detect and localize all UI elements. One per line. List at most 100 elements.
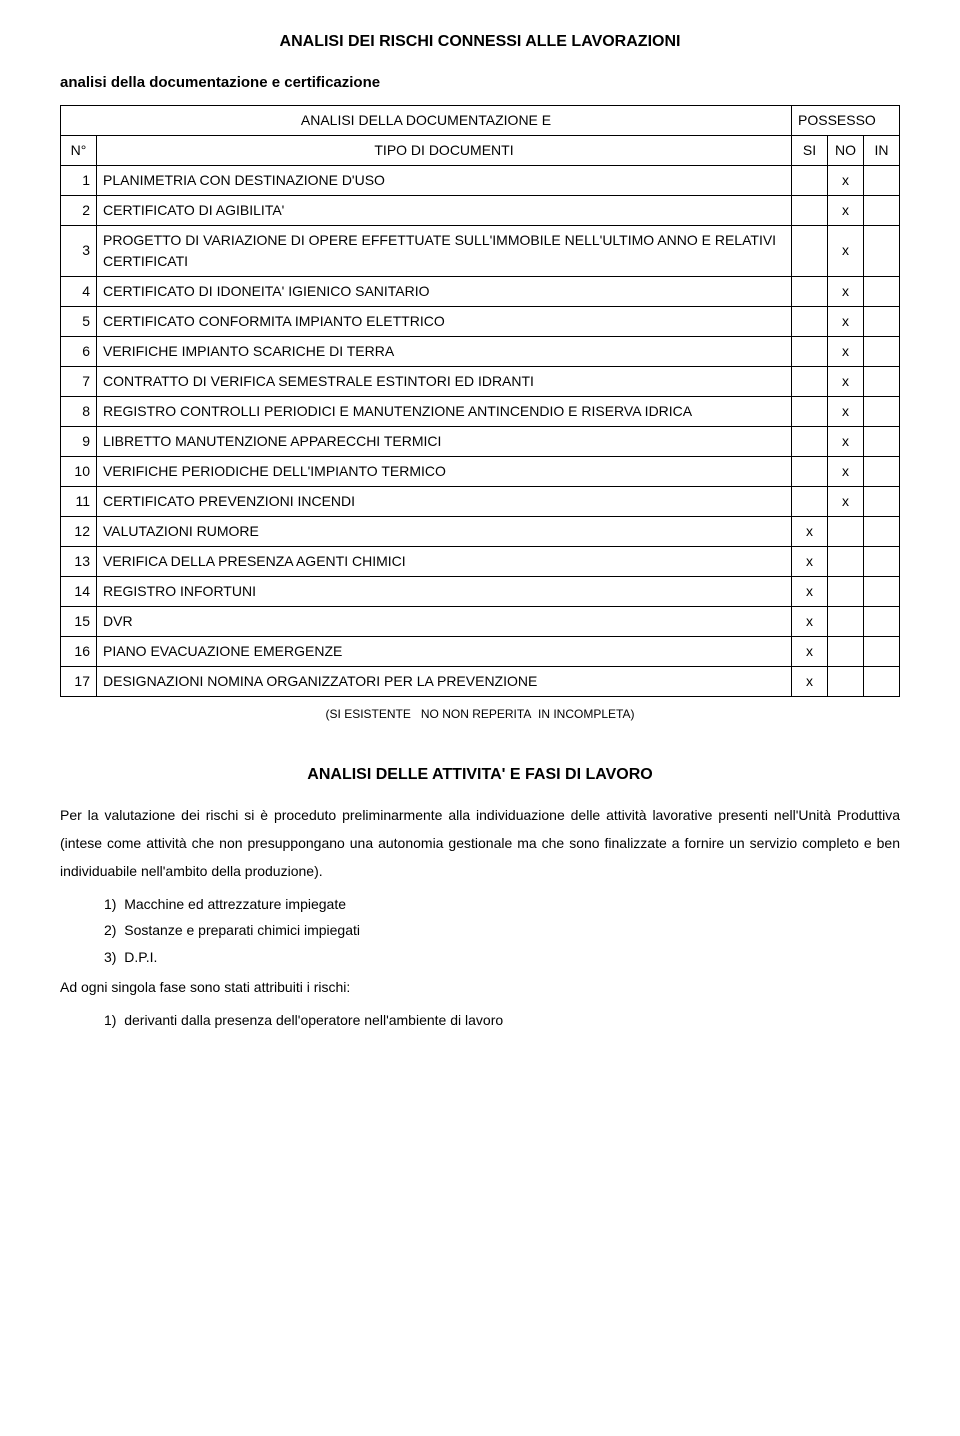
row-no <box>828 666 864 696</box>
header-si: SI <box>792 135 828 165</box>
row-number: 14 <box>61 576 97 606</box>
row-in <box>864 486 900 516</box>
row-number: 15 <box>61 606 97 636</box>
row-in <box>864 606 900 636</box>
row-description: LIBRETTO MANUTENZIONE APPARECCHI TERMICI <box>97 426 792 456</box>
header-analisi: ANALISI DELLA DOCUMENTAZIONE E <box>61 105 792 135</box>
row-in <box>864 165 900 195</box>
table-row: 15DVRx <box>61 606 900 636</box>
table-row: 5CERTIFICATO CONFORMITA IMPIANTO ELETTRI… <box>61 306 900 336</box>
row-si <box>792 306 828 336</box>
main-title: ANALISI DEI RISCHI CONNESSI ALLE LAVORAZ… <box>60 30 900 54</box>
row-in <box>864 225 900 276</box>
legend: (SI ESISTENTE NO NON REPERITA IN INCOMPL… <box>60 705 900 723</box>
row-in <box>864 426 900 456</box>
row-in <box>864 546 900 576</box>
row-no: x <box>828 486 864 516</box>
row-number: 8 <box>61 396 97 426</box>
row-in <box>864 366 900 396</box>
row-number: 13 <box>61 546 97 576</box>
header-no: NO <box>828 135 864 165</box>
row-description: CERTIFICATO CONFORMITA IMPIANTO ELETTRIC… <box>97 306 792 336</box>
row-description: VERIFICA DELLA PRESENZA AGENTI CHIMICI <box>97 546 792 576</box>
row-number: 7 <box>61 366 97 396</box>
header-possesso: POSSESSO <box>792 105 900 135</box>
row-si <box>792 225 828 276</box>
table-row: 1PLANIMETRIA CON DESTINAZIONE D'USOx <box>61 165 900 195</box>
table-row: 10VERIFICHE PERIODICHE DELL'IMPIANTO TER… <box>61 456 900 486</box>
table-row: 9LIBRETTO MANUTENZIONE APPARECCHI TERMIC… <box>61 426 900 456</box>
section-title: ANALISI DELLE ATTIVITA' E FASI DI LAVORO <box>60 763 900 787</box>
line-after-list: Ad ogni singola fase sono stati attribui… <box>60 974 900 1001</box>
row-number: 1 <box>61 165 97 195</box>
row-in <box>864 195 900 225</box>
row-in <box>864 306 900 336</box>
row-description: VERIFICHE IMPIANTO SCARICHE DI TERRA <box>97 336 792 366</box>
row-in <box>864 396 900 426</box>
table-row: 6VERIFICHE IMPIANTO SCARICHE DI TERRA x <box>61 336 900 366</box>
header-n: N° <box>61 135 97 165</box>
paragraph: Per la valutazione dei rischi si è proce… <box>60 801 900 885</box>
row-no: x <box>828 426 864 456</box>
row-si: x <box>792 666 828 696</box>
row-no: x <box>828 456 864 486</box>
row-no: x <box>828 195 864 225</box>
row-number: 17 <box>61 666 97 696</box>
row-in <box>864 666 900 696</box>
numbered-list-1: 1) Macchine ed attrezzature impiegate2) … <box>60 891 900 971</box>
row-si <box>792 165 828 195</box>
table-row: 2CERTIFICATO DI AGIBILITA'x <box>61 195 900 225</box>
row-in <box>864 336 900 366</box>
row-description: PLANIMETRIA CON DESTINAZIONE D'USO <box>97 165 792 195</box>
row-description: DVR <box>97 606 792 636</box>
row-no: x <box>828 396 864 426</box>
table-row: 12VALUTAZIONI RUMOREx <box>61 516 900 546</box>
table-row: 4CERTIFICATO DI IDONEITA' IGIENICO SANIT… <box>61 276 900 306</box>
row-description: CERTIFICATO DI IDONEITA' IGIENICO SANITA… <box>97 276 792 306</box>
row-si: x <box>792 576 828 606</box>
row-number: 6 <box>61 336 97 366</box>
row-description: DESIGNAZIONI NOMINA ORGANIZZATORI PER LA… <box>97 666 792 696</box>
row-number: 12 <box>61 516 97 546</box>
row-number: 11 <box>61 486 97 516</box>
row-si <box>792 396 828 426</box>
row-no: x <box>828 276 864 306</box>
row-description: REGISTRO CONTROLLI PERIODICI E MANUTENZI… <box>97 396 792 426</box>
row-no <box>828 546 864 576</box>
row-no: x <box>828 306 864 336</box>
row-description: CONTRATTO DI VERIFICA SEMESTRALE ESTINTO… <box>97 366 792 396</box>
row-in <box>864 456 900 486</box>
row-si <box>792 336 828 366</box>
list-item: 3) D.P.I. <box>104 944 900 971</box>
row-no <box>828 606 864 636</box>
table-row: 7CONTRATTO DI VERIFICA SEMESTRALE ESTINT… <box>61 366 900 396</box>
table-row: 11CERTIFICATO PREVENZIONI INCENDI x <box>61 486 900 516</box>
table-row: 16PIANO EVACUAZIONE EMERGENZEx <box>61 636 900 666</box>
row-in <box>864 636 900 666</box>
header-tipo: TIPO DI DOCUMENTI <box>97 135 792 165</box>
row-number: 10 <box>61 456 97 486</box>
row-number: 9 <box>61 426 97 456</box>
row-number: 16 <box>61 636 97 666</box>
row-no <box>828 636 864 666</box>
row-si <box>792 195 828 225</box>
row-number: 2 <box>61 195 97 225</box>
row-description: CERTIFICATO PREVENZIONI INCENDI <box>97 486 792 516</box>
document-table: ANALISI DELLA DOCUMENTAZIONE E POSSESSO … <box>60 105 900 697</box>
row-description: REGISTRO INFORTUNI <box>97 576 792 606</box>
row-description: VALUTAZIONI RUMORE <box>97 516 792 546</box>
row-si <box>792 426 828 456</box>
subtitle: analisi della documentazione e certifica… <box>60 72 900 95</box>
row-no <box>828 516 864 546</box>
row-no: x <box>828 336 864 366</box>
row-no: x <box>828 366 864 396</box>
row-si: x <box>792 516 828 546</box>
row-number: 3 <box>61 225 97 276</box>
list-item: 1) derivanti dalla presenza dell'operato… <box>104 1007 900 1034</box>
row-description: PIANO EVACUAZIONE EMERGENZE <box>97 636 792 666</box>
row-number: 5 <box>61 306 97 336</box>
row-no <box>828 576 864 606</box>
header-in: IN <box>864 135 900 165</box>
row-number: 4 <box>61 276 97 306</box>
row-si: x <box>792 606 828 636</box>
